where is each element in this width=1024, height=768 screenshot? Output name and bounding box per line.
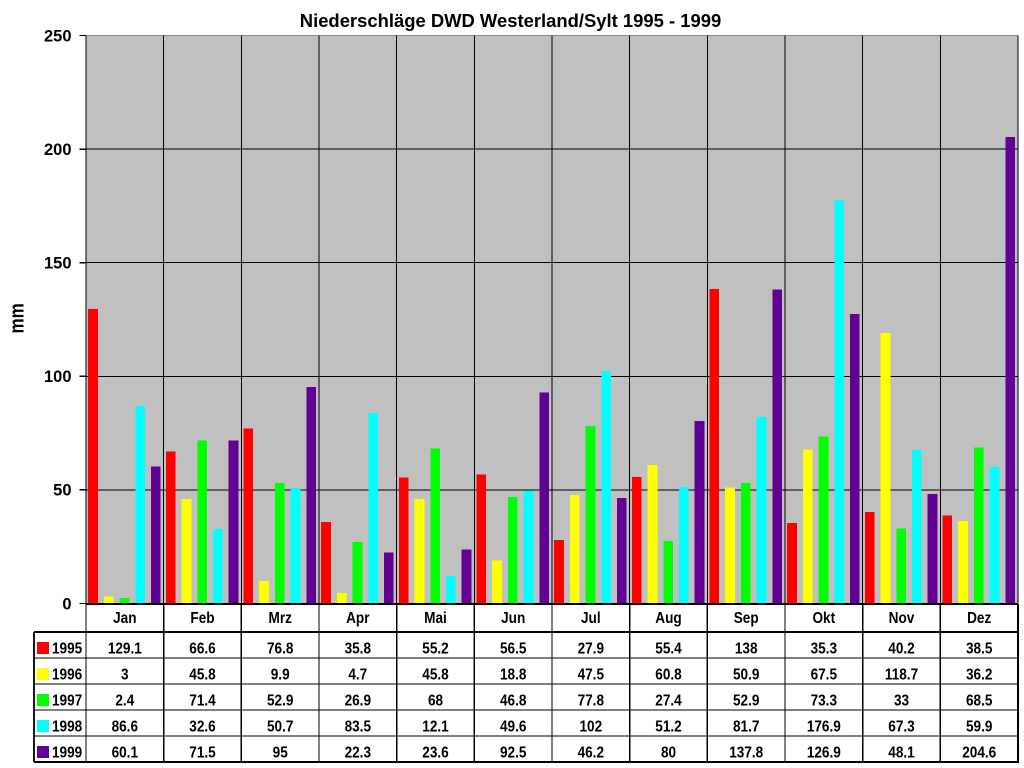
svg-text:Jun: Jun [501, 610, 525, 627]
svg-text:204.6: 204.6 [962, 745, 996, 762]
svg-text:73.3: 73.3 [811, 693, 837, 710]
svg-text:77.8: 77.8 [578, 693, 604, 710]
svg-text:100: 100 [44, 368, 72, 386]
svg-text:71.5: 71.5 [189, 745, 215, 762]
svg-text:Jan: Jan [113, 610, 136, 627]
svg-text:118.7: 118.7 [885, 667, 918, 684]
svg-text:27.4: 27.4 [655, 693, 682, 710]
svg-text:Okt: Okt [812, 610, 835, 627]
svg-text:50: 50 [53, 482, 71, 500]
svg-text:66.6: 66.6 [189, 641, 215, 658]
svg-text:Niederschläge DWD Westerland/S: Niederschläge DWD Westerland/Sylt 1995 -… [300, 10, 721, 31]
svg-text:250: 250 [44, 27, 72, 45]
svg-text:55.2: 55.2 [422, 641, 448, 658]
svg-text:126.9: 126.9 [807, 745, 841, 762]
svg-text:9.9: 9.9 [271, 667, 290, 684]
svg-text:27.9: 27.9 [578, 641, 604, 658]
svg-text:35.8: 35.8 [345, 641, 371, 658]
svg-text:47.5: 47.5 [578, 667, 604, 684]
svg-text:68.5: 68.5 [966, 693, 992, 710]
svg-text:80: 80 [661, 745, 676, 762]
svg-text:mm: mm [5, 303, 28, 333]
svg-text:68: 68 [428, 693, 443, 710]
svg-text:Feb: Feb [190, 610, 214, 627]
svg-text:76.8: 76.8 [267, 641, 293, 658]
svg-text:60.8: 60.8 [655, 667, 681, 684]
svg-text:32.6: 32.6 [189, 719, 215, 736]
svg-text:22.3: 22.3 [345, 745, 371, 762]
svg-text:150: 150 [44, 255, 72, 273]
svg-text:52.9: 52.9 [267, 693, 293, 710]
svg-text:176.9: 176.9 [807, 719, 841, 736]
svg-text:56.5: 56.5 [500, 641, 526, 658]
svg-text:2.4: 2.4 [115, 693, 135, 710]
svg-text:95: 95 [273, 745, 288, 762]
svg-text:50.7: 50.7 [267, 719, 293, 736]
svg-text:38.5: 38.5 [966, 641, 992, 658]
svg-text:138: 138 [735, 641, 758, 658]
svg-text:129.1: 129.1 [108, 641, 142, 658]
svg-text:Nov: Nov [889, 610, 915, 627]
svg-text:4.7: 4.7 [348, 667, 367, 684]
svg-text:71.4: 71.4 [189, 693, 216, 710]
svg-text:55.4: 55.4 [655, 641, 682, 658]
svg-text:60.1: 60.1 [112, 745, 138, 762]
svg-text:Mai: Mai [424, 610, 447, 627]
svg-text:67.5: 67.5 [811, 667, 837, 684]
svg-text:67.3: 67.3 [888, 719, 914, 736]
svg-text:92.5: 92.5 [500, 745, 526, 762]
svg-text:52.9: 52.9 [733, 693, 759, 710]
svg-text:46.2: 46.2 [578, 745, 604, 762]
svg-text:49.6: 49.6 [500, 719, 526, 736]
svg-text:40.2: 40.2 [888, 641, 914, 658]
svg-text:51.2: 51.2 [655, 719, 681, 736]
svg-text:33: 33 [894, 693, 909, 710]
svg-text:Mrz: Mrz [269, 610, 292, 627]
svg-text:Sep: Sep [734, 610, 759, 627]
svg-text:3: 3 [121, 667, 129, 684]
svg-text:12.1: 12.1 [422, 719, 448, 736]
svg-text:Aug: Aug [655, 610, 681, 627]
svg-text:1999: 1999 [52, 745, 82, 762]
svg-text:50.9: 50.9 [733, 667, 759, 684]
svg-text:48.1: 48.1 [888, 745, 914, 762]
svg-text:18.8: 18.8 [500, 667, 526, 684]
svg-text:Apr: Apr [346, 610, 370, 627]
svg-text:1997: 1997 [52, 693, 82, 710]
svg-text:Jul: Jul [581, 610, 601, 627]
svg-text:26.9: 26.9 [345, 693, 371, 710]
svg-text:23.6: 23.6 [422, 745, 448, 762]
svg-text:200: 200 [44, 141, 72, 159]
svg-text:137.8: 137.8 [729, 745, 763, 762]
svg-text:81.7: 81.7 [733, 719, 759, 736]
svg-text:36.2: 36.2 [966, 667, 992, 684]
svg-text:83.5: 83.5 [345, 719, 371, 736]
svg-text:1995: 1995 [52, 641, 82, 658]
svg-text:1996: 1996 [52, 667, 82, 684]
svg-text:86.6: 86.6 [112, 719, 138, 736]
svg-text:0: 0 [62, 595, 71, 613]
svg-text:35.3: 35.3 [811, 641, 837, 658]
svg-text:1998: 1998 [52, 719, 82, 736]
svg-text:59.9: 59.9 [966, 719, 992, 736]
svg-text:46.8: 46.8 [500, 693, 526, 710]
svg-text:Dez: Dez [967, 610, 991, 627]
svg-text:45.8: 45.8 [422, 667, 448, 684]
svg-text:45.8: 45.8 [189, 667, 215, 684]
svg-text:102: 102 [579, 719, 602, 736]
